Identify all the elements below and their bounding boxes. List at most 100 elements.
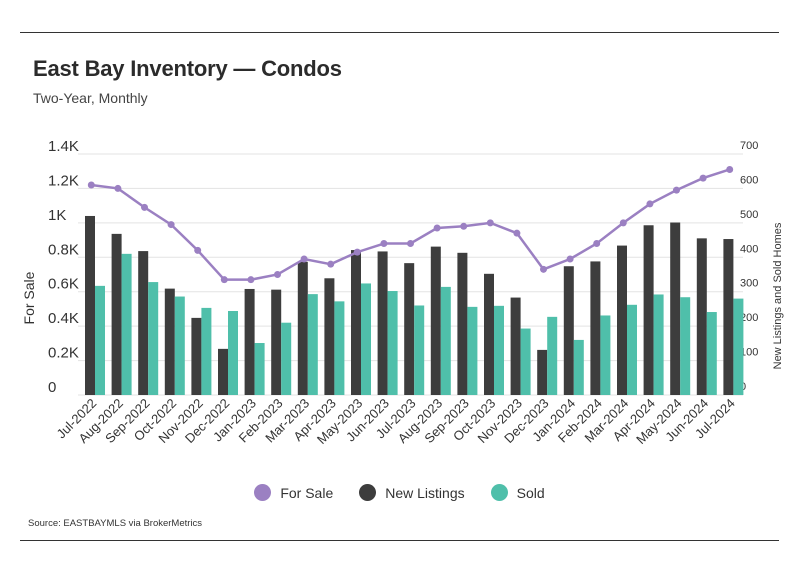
bar-new-listings — [85, 215, 95, 395]
legend-swatch-for-sale — [254, 484, 272, 501]
chart-title: East Bay Inventory — Condos — [33, 56, 342, 81]
point-for-sale — [167, 221, 175, 229]
bar-new-listings — [164, 288, 175, 395]
bar-new-listings — [324, 278, 335, 395]
bar-new-listings — [111, 233, 122, 395]
bar-new-listings — [271, 289, 282, 395]
bar-sold — [733, 298, 744, 395]
point-for-sale — [220, 276, 228, 284]
point-for-sale — [274, 271, 281, 278]
point-for-sale — [486, 219, 494, 227]
bar-sold — [440, 286, 451, 395]
bar-new-listings — [430, 246, 441, 395]
legend-item-new-listings: New Listings — [359, 484, 465, 501]
point-for-sale — [380, 240, 388, 248]
y-left-tick-label: 1.4K — [48, 138, 79, 155]
bar-sold — [121, 253, 132, 395]
bar-new-listings — [537, 349, 548, 395]
bar-new-listings — [297, 261, 308, 395]
y-right-tick-label: 400 — [740, 243, 758, 255]
y-right-axis-title: New Listings and Sold Homes — [772, 222, 784, 369]
point-for-sale — [114, 184, 122, 192]
bar-new-listings — [696, 238, 707, 395]
y-right-tick-label: 300 — [740, 278, 758, 290]
bar-sold — [148, 282, 159, 395]
bar-sold — [494, 305, 504, 395]
bar-new-listings — [563, 266, 574, 395]
bar-new-listings — [617, 245, 627, 395]
bar-sold — [600, 315, 611, 395]
bar-new-listings — [723, 239, 734, 395]
y-left-tick-label: 0.8K — [48, 241, 79, 258]
legend-swatch-sold — [490, 484, 508, 501]
bar-sold — [680, 297, 691, 395]
bar-sold — [573, 339, 584, 395]
point-for-sale — [300, 255, 308, 263]
bar-new-listings — [643, 225, 654, 395]
bar-new-listings — [138, 251, 149, 395]
bar-sold — [307, 294, 318, 395]
y-right-tick-label: 200 — [740, 312, 758, 324]
bar-sold — [281, 322, 292, 395]
chart-subtitle: Two-Year, Monthly — [33, 90, 148, 106]
bar-sold — [334, 301, 345, 395]
point-for-sale — [407, 240, 414, 248]
bar-sold — [467, 306, 478, 395]
y-left-axis-title: For Sale — [21, 271, 37, 324]
y-left-tick-label: 0.2K — [48, 345, 79, 362]
bar-new-listings — [510, 297, 521, 395]
bar-new-listings — [351, 250, 361, 395]
bar-sold — [653, 294, 664, 395]
bar-sold — [706, 312, 717, 395]
source-note: Source: EASTBAYMLS via BrokerMetrics — [28, 518, 203, 529]
point-for-sale — [194, 246, 202, 254]
y-left-tick-label: 1.2K — [48, 172, 79, 189]
bar-sold — [387, 291, 398, 395]
bar-new-listings — [457, 252, 468, 395]
y-right-tick-label: 500 — [740, 209, 758, 221]
bar-new-listings — [484, 273, 494, 395]
bar-new-listings — [244, 288, 255, 395]
y-left-tick-label: 0.6K — [48, 276, 79, 293]
legend-item-sold: Sold — [490, 484, 545, 501]
legend-swatch-new-listings — [359, 484, 377, 501]
y-right-tick-label: 700 — [740, 140, 758, 152]
bar-sold — [174, 296, 185, 395]
point-for-sale — [460, 222, 468, 230]
bar-new-listings — [377, 251, 388, 395]
bar-sold — [201, 307, 212, 395]
point-for-sale — [87, 181, 95, 189]
point-for-sale — [699, 174, 707, 182]
bar-sold — [520, 328, 531, 395]
bar-new-listings — [218, 348, 228, 395]
bottom-rule — [20, 540, 779, 541]
bar-new-listings — [670, 222, 681, 395]
legend-label-sold: Sold — [516, 484, 545, 501]
point-for-sale — [619, 219, 627, 227]
point-for-sale — [141, 203, 148, 211]
y-left-tick-label: 0 — [48, 379, 56, 396]
bar-sold — [627, 304, 637, 395]
line-for-sale — [91, 168, 731, 281]
point-for-sale — [433, 224, 441, 232]
point-for-sale — [593, 240, 601, 248]
point-for-sale — [327, 260, 335, 268]
point-for-sale — [540, 265, 547, 273]
point-for-sale — [646, 200, 654, 208]
bar-sold — [414, 305, 425, 395]
point-for-sale — [353, 248, 361, 256]
y-right-tick-label: 600 — [740, 174, 758, 186]
legend-label-new-listings: New Listings — [385, 484, 465, 501]
point-for-sale — [673, 186, 680, 194]
bar-new-listings — [404, 263, 415, 395]
legend-label-for-sale: For Sale — [280, 484, 334, 501]
bar-sold — [361, 283, 371, 395]
bar-sold — [95, 285, 105, 395]
legend: For Sale New Listings Sold — [0, 484, 799, 501]
point-for-sale — [513, 229, 521, 237]
point-for-sale — [726, 165, 734, 173]
y-right-tick-label: 100 — [740, 347, 758, 359]
y-left-tick-label: 0.4K — [48, 310, 79, 327]
bar-new-listings — [191, 317, 202, 395]
